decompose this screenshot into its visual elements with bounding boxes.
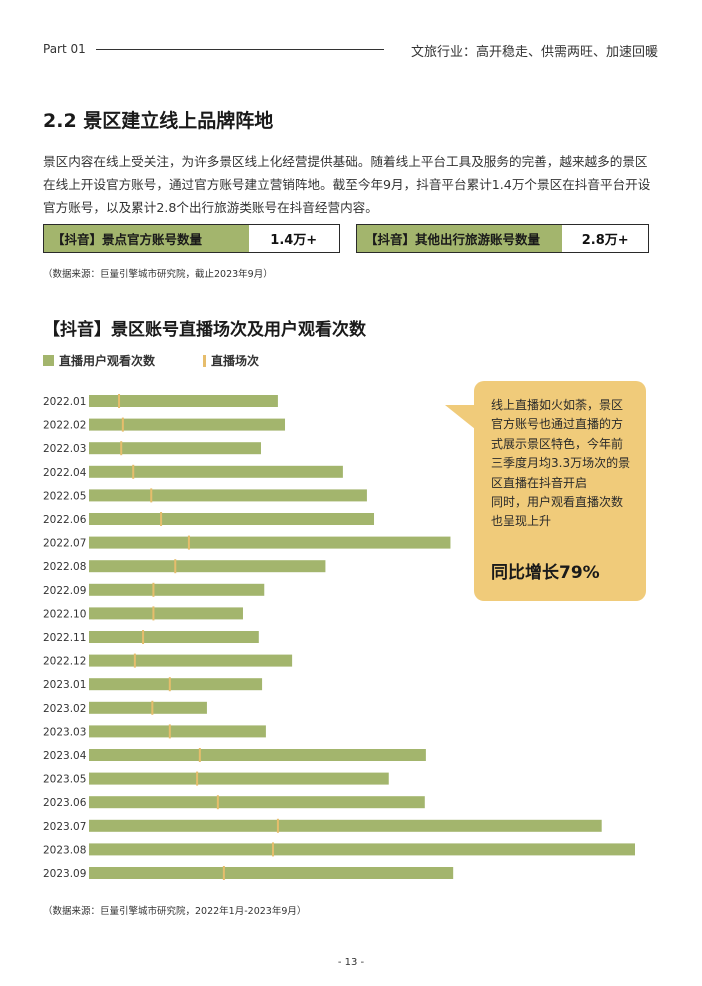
bar-views (89, 418, 286, 431)
header-title: 文旅行业：高开稳走、供需两旺、加速回暖 (410, 45, 658, 60)
tick-sessions (168, 677, 171, 692)
legend-swatch-tick (203, 354, 207, 367)
category-label: 2023.08 (43, 844, 86, 856)
tick-sessions (133, 653, 136, 668)
bar-views (89, 395, 278, 407)
category-label: 2023.04 (43, 750, 87, 762)
category-label: 2022.11 (43, 632, 86, 644)
legend-item-sessions: 直播场次 (203, 352, 259, 369)
category-label: 2023.02 (43, 703, 86, 715)
bar-views (89, 654, 293, 667)
header-divider (96, 49, 384, 50)
legend-swatch-bar (43, 355, 54, 366)
category-label: 2022.01 (43, 396, 86, 408)
tick-sessions (150, 488, 153, 503)
category-label: 2023.03 (43, 726, 86, 738)
bar-views (89, 631, 259, 643)
tick-sessions (118, 394, 121, 408)
tick-sessions (168, 724, 171, 739)
legend-label-sessions: 直播场次 (211, 354, 260, 368)
callout-highlight: 同比增长79% (491, 563, 600, 583)
bar-views (89, 489, 367, 502)
tick-sessions (152, 582, 155, 597)
category-label: 2023.07 (43, 821, 86, 833)
tick-sessions (187, 535, 190, 550)
tick-sessions (142, 630, 145, 644)
category-label: 2022.07 (43, 538, 86, 550)
tick-sessions (272, 842, 275, 857)
callout-pointer (445, 405, 475, 429)
tick-sessions (160, 512, 163, 526)
category-label: 2022.02 (43, 420, 86, 432)
bar-views (89, 725, 266, 738)
chart-source-note: （数据来源：巨量引擎城市研究院，2022年1月-2023年9月） (43, 906, 307, 917)
bar-views (89, 819, 602, 832)
callout-box (474, 381, 646, 601)
tick-sessions (132, 464, 135, 479)
page-number: - 13 - (337, 957, 365, 968)
category-label: 2022.03 (43, 443, 86, 455)
tick-sessions (121, 417, 124, 432)
bar-views (89, 749, 426, 761)
stat-box-scenic-accounts: 【抖音】景点官方账号数量 1.4万+ (43, 224, 340, 253)
tick-sessions (276, 818, 279, 833)
category-label: 2022.05 (43, 490, 86, 502)
bar-views (89, 772, 389, 785)
bar-views (89, 583, 265, 596)
tick-sessions (152, 606, 155, 621)
bar-views (89, 843, 635, 856)
stats-source-note: （数据来源：巨量引擎城市研究院，截止2023年9月） (43, 269, 273, 280)
tick-sessions (198, 748, 201, 762)
legend-item-views: 直播用户观看次数 (43, 352, 155, 369)
callout-text: 线上直播如火如荼，景区官方账号也通过直播的方式展示景区特色，今年前三季度月均3.… (491, 396, 631, 532)
callout-line: 线上直播如火如荼，景区官方账号也通过直播的方式展示景区特色，今年前三季度月均3.… (491, 398, 631, 490)
category-label: 2023.05 (43, 774, 86, 786)
tick-sessions (120, 441, 123, 456)
bar-views (89, 536, 451, 549)
bar-views (89, 465, 343, 478)
category-label: 2022.04 (43, 467, 87, 479)
chart-title: 【抖音】景区账号直播场次及用户观看次数 (43, 320, 366, 340)
bar-views (89, 796, 425, 809)
callout-line: 同时，用户观看直播次数也呈现上升 (491, 495, 624, 529)
bar-views (89, 678, 263, 691)
stat-label: 【抖音】其他出行旅游账号数量 (357, 225, 563, 252)
bar-views (89, 701, 207, 714)
category-label: 2023.09 (43, 868, 86, 880)
category-label: 2023.06 (43, 797, 87, 809)
category-label: 2022.06 (43, 514, 87, 526)
bar-views (89, 442, 261, 455)
tick-sessions (151, 700, 154, 715)
bar-views (89, 867, 454, 879)
stat-value: 1.4万+ (248, 225, 339, 252)
intro-paragraph: 景区内容在线上受关注，为许多景区线上化经营提供基础。随着线上平台工具及服务的完善… (43, 154, 651, 215)
category-label: 2022.10 (43, 608, 86, 620)
bar-views (89, 560, 326, 573)
bar-views (89, 607, 243, 620)
part-label: Part 01 (43, 42, 86, 56)
category-label: 2022.09 (43, 585, 86, 597)
category-label: 2023.01 (43, 679, 86, 691)
category-label: 2022.08 (43, 561, 86, 573)
tick-sessions (222, 866, 225, 880)
stat-value: 2.8万+ (562, 225, 648, 252)
chart-legend: 直播用户观看次数 直播场次 (43, 352, 307, 369)
tick-sessions (174, 559, 177, 574)
section-title: 2.2 景区建立线上品牌阵地 (43, 110, 274, 132)
legend-label-views: 直播用户观看次数 (59, 354, 156, 368)
category-label: 2022.12 (43, 656, 86, 668)
stat-label: 【抖音】景点官方账号数量 (44, 225, 249, 252)
stat-box-travel-accounts: 【抖音】其他出行旅游账号数量 2.8万+ (356, 224, 649, 253)
tick-sessions (196, 771, 199, 786)
bar-views (89, 513, 375, 525)
tick-sessions (216, 795, 219, 810)
